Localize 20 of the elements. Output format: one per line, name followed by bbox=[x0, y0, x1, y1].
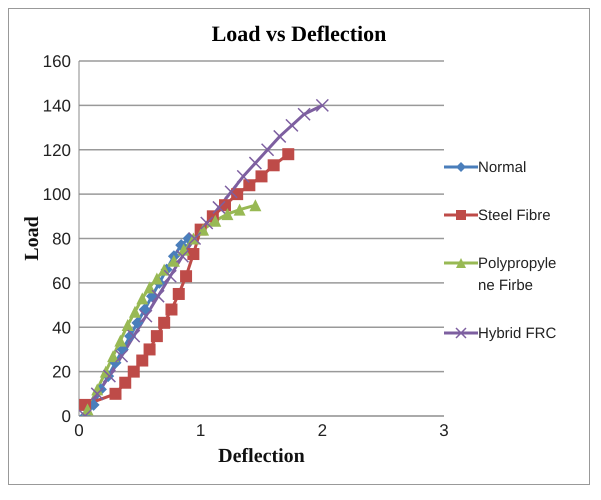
y-tick-label: 160 bbox=[42, 52, 71, 72]
x-axis-title: Deflection bbox=[218, 445, 305, 468]
chart-title: Load vs Deflection bbox=[210, 21, 388, 48]
y-tick-label: 60 bbox=[52, 274, 71, 293]
y-tick-label: 80 bbox=[52, 230, 71, 249]
y-tick-label: 140 bbox=[42, 96, 71, 116]
legend-label: Hybrid FRC bbox=[478, 324, 558, 344]
y-tick-label: 100 bbox=[42, 185, 71, 204]
y-tick-label: 20 bbox=[52, 362, 71, 382]
y-tick-label: 40 bbox=[52, 318, 71, 338]
x-tick-label: 1 bbox=[196, 421, 206, 440]
legend-label: Steel Fibre bbox=[478, 206, 552, 226]
x-tick-label: 0 bbox=[74, 421, 84, 440]
legend-label: Normal bbox=[478, 158, 528, 178]
legend-label: Polypropylene Firbe bbox=[478, 254, 558, 296]
x-tick-label: 2 bbox=[318, 421, 328, 440]
y-axis-title: Load bbox=[21, 216, 44, 261]
y-tick-label: 120 bbox=[42, 140, 71, 160]
y-tick-label: 0 bbox=[62, 407, 71, 426]
x-tick-label: 3 bbox=[439, 421, 449, 440]
